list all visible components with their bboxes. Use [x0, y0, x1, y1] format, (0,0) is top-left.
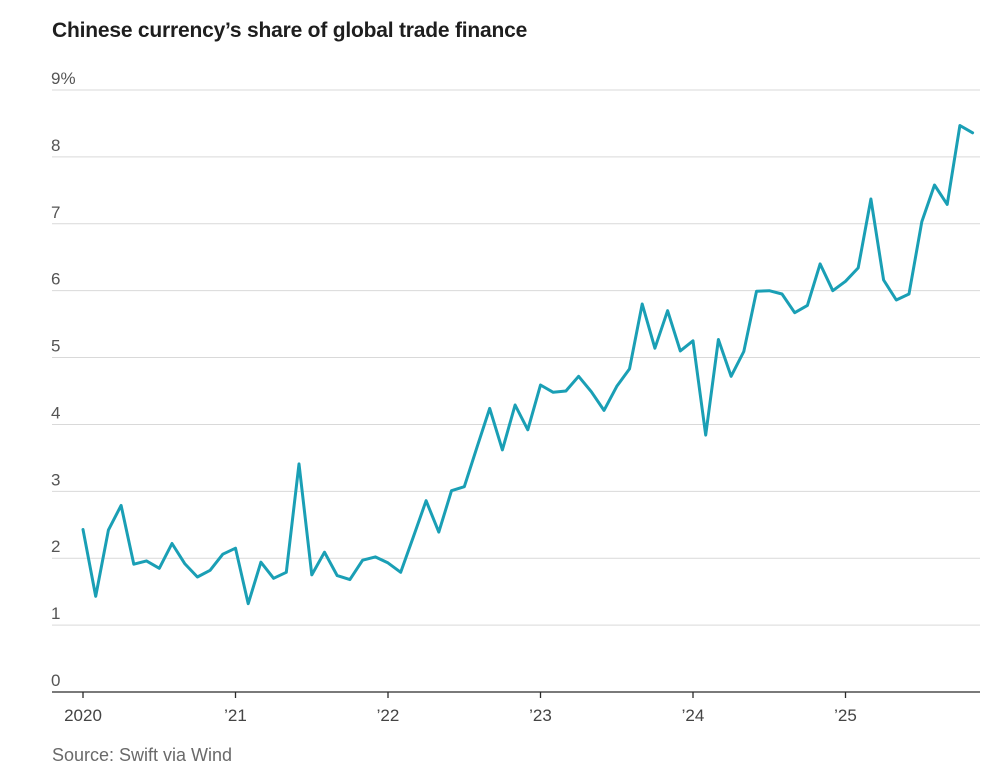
x-tick-label: ’24: [682, 706, 705, 725]
y-axis-tick-labels: 9% 8 7 6 5 4 3 2 1 0: [51, 69, 76, 690]
y-tick-label: 5: [51, 337, 60, 356]
gridlines: [52, 89, 980, 626]
y-tick-label: 2: [51, 537, 60, 556]
chart-title: Chinese currency’s share of global trade…: [52, 19, 528, 42]
series-line: [81, 124, 975, 606]
x-tick-label: ’23: [529, 706, 552, 725]
y-tick-label: 7: [51, 203, 60, 222]
data-series: [81, 124, 975, 606]
y-tick-label: 0: [51, 671, 60, 690]
x-tick-label: ’21: [224, 706, 247, 725]
y-tick-label: 3: [51, 470, 60, 489]
y-tick-label: 6: [51, 270, 60, 289]
x-axis-ticks: 2020 ’21 ’22 ’23 ’24 ’25: [64, 692, 857, 725]
x-tick-label: ’22: [377, 706, 400, 725]
y-tick-label: 8: [51, 136, 60, 155]
source-note: Source: Swift via Wind: [52, 745, 233, 765]
x-tick-label: ’25: [834, 706, 857, 725]
y-tick-label: 4: [51, 403, 60, 422]
y-tick-label: 1: [51, 604, 60, 623]
y-tick-label: 9%: [51, 69, 76, 88]
x-tick-label: 2020: [64, 706, 102, 725]
